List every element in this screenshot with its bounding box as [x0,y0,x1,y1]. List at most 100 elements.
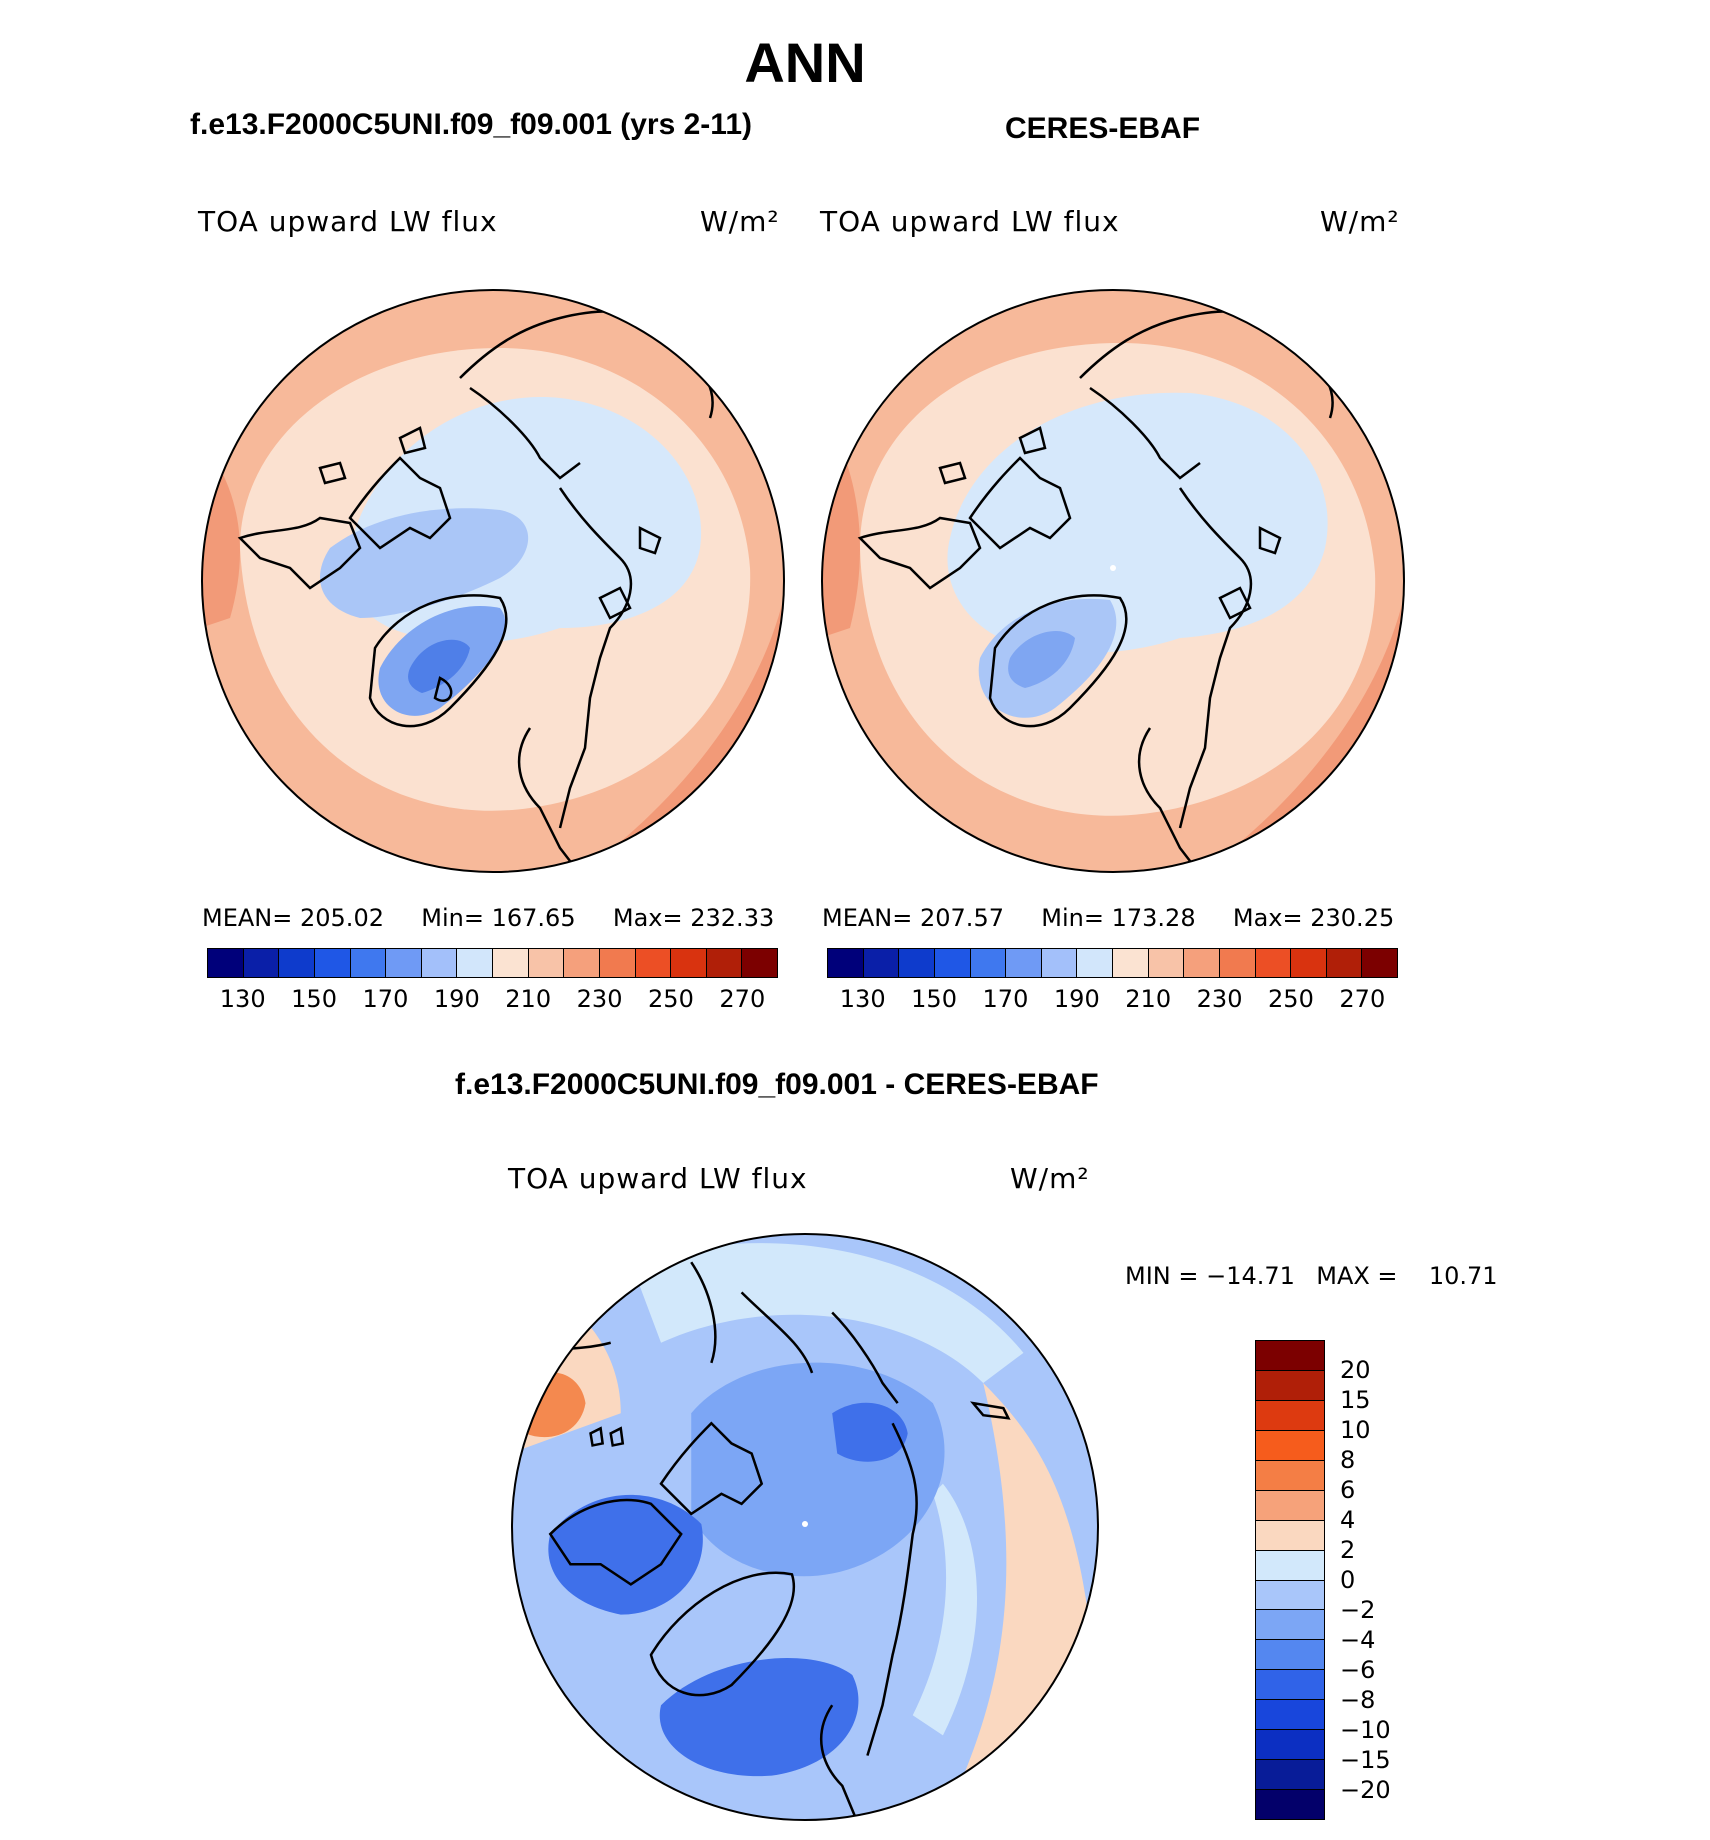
colorbar-tick-label: 270 [719,985,766,1013]
diff-deep-beaufort [832,1402,908,1462]
left-colorbar [207,948,778,978]
right-min-label: Min= [1041,904,1104,932]
right-case-title: CERES-EBAF [1005,112,1201,145]
pole-marker [801,1520,809,1527]
colorbar-swatch [350,949,387,977]
colorbar-swatch [1256,1580,1324,1611]
colorbar-tick-label: 150 [291,985,337,1013]
left-variable-label: TOA upward LW flux [198,205,498,238]
colorbar-swatch [457,949,493,977]
left-units-label: W/m² [700,205,780,238]
colorbar-tick-label: 190 [1053,985,1100,1013]
map-inner-deep [320,508,529,618]
coastlines [519,1261,1011,1820]
colorbar-tick-label: 15 [1340,1386,1371,1414]
colorbar-tick-label: 10 [1340,1416,1371,1444]
colorbar-tick-label: 2 [1340,1536,1356,1564]
map-inner-region [947,392,1328,653]
right-min-value: 173.28 [1111,904,1196,932]
left-mean-label: MEAN= [202,904,293,932]
colorbar-swatch [599,949,636,977]
colorbar-tick-label: 6 [1340,1476,1356,1504]
colorbar-swatch [970,949,1007,977]
map-deep-band-west [822,408,860,638]
colorbar-tick-label: −20 [1340,1776,1391,1804]
diff-colorbar-ticks: 20 15 10 8 6 4 2 0 −2 −4 −6 −8 −10 −15 −20 [1340,1340,1430,1820]
colorbar-swatch [899,949,935,977]
colorbar-swatch [1362,949,1397,977]
colorbar-swatch [314,949,351,977]
colorbar-swatch [243,949,280,977]
colorbar-swatch [1256,1490,1324,1521]
diff-colorbar [1255,1340,1325,1820]
colorbar-tick-label: 150 [911,985,957,1013]
right-max-value: 230.25 [1310,904,1395,932]
diff-polar-map [511,1233,1099,1821]
colorbar-swatch [1219,949,1256,977]
colorbar-tick-label: −15 [1340,1746,1391,1774]
colorbar-tick-label: 210 [505,985,552,1013]
left-colorbar-ticks: 130 150 170 190 210 230 250 270 [207,985,778,1015]
colorbar-tick-label: 210 [1125,985,1172,1013]
right-colorbar-ticks: 130 150 170 190 210 230 250 270 [827,985,1398,1015]
colorbar-tick-label: 250 [648,985,694,1013]
colorbar-swatch [1256,1520,1324,1551]
right-units-label: W/m² [1320,205,1400,238]
diff-stats: MIN = −14.71 MAX = 10.71 [1125,1262,1498,1290]
colorbar-swatch [386,949,422,977]
diff-light-east [912,1483,978,1736]
diff-min-value: −14.71 [1206,1262,1295,1290]
colorbar-tick-label: 130 [839,985,886,1013]
colorbar-swatch [828,949,864,977]
diff-units-label: W/m² [1010,1162,1090,1195]
diff-deep-atlantic [659,1658,859,1777]
colorbar-swatch [1256,1400,1324,1431]
right-stats: MEAN= 207.57 Min= 173.28 Max= 230.25 [822,904,1394,932]
colorbar-swatch [1255,949,1292,977]
colorbar-tick-label: 230 [1196,985,1243,1013]
left-max-label: Max= [612,904,683,932]
colorbar-swatch [208,949,244,977]
colorbar-swatch [635,949,672,977]
colorbar-tick-label: 190 [433,985,480,1013]
colorbar-swatch [863,949,900,977]
colorbar-swatch [1256,1341,1324,1371]
diff-max-label: MAX = [1316,1262,1398,1290]
colorbar-swatch [1256,1370,1324,1401]
colorbar-swatch [1256,1460,1324,1491]
diff-case-title: f.e13.F2000C5UNI.f09_f09.001 - CERES-EBA… [455,1068,1099,1101]
diff-light-band [630,1243,1024,1384]
colorbar-swatch [528,949,565,977]
colorbar-tick-label: 230 [576,985,623,1013]
colorbar-swatch [1256,1610,1324,1641]
colorbar-tick-label: 250 [1268,985,1314,1013]
colorbar-tick-label: 270 [1339,985,1386,1013]
diff-max-value: 10.71 [1428,1262,1498,1290]
left-max-value: 232.33 [690,904,775,932]
left-stats: MEAN= 205.02 Min= 167.65 Max= 232.33 [202,904,774,932]
colorbar-tick-label: −8 [1340,1686,1376,1714]
colorbar-swatch [421,949,458,977]
left-min-value: 167.65 [491,904,576,932]
colorbar-swatch [1256,1640,1324,1671]
right-variable-label: TOA upward LW flux [820,205,1120,238]
colorbar-swatch [671,949,707,977]
colorbar-swatch [279,949,315,977]
colorbar-swatch [493,949,529,977]
colorbar-swatch [1291,949,1327,977]
left-polar-map [201,289,785,873]
colorbar-swatch [1256,1550,1324,1581]
colorbar-swatch [1256,1790,1324,1819]
season-title: ANN [744,31,866,94]
colorbar-tick-label: 20 [1340,1356,1371,1384]
right-polar-map [821,289,1405,873]
colorbar-swatch [1256,1730,1324,1761]
coastlines [237,310,714,872]
colorbar-tick-label: 170 [982,985,1029,1013]
map-greenland-core [1008,630,1075,688]
map-greenland-core [408,639,470,693]
colorbar-tick-label: 8 [1340,1446,1356,1474]
colorbar-tick-label: −4 [1340,1626,1376,1654]
colorbar-tick-label: 0 [1340,1566,1356,1594]
diff-variable-label: TOA upward LW flux [508,1162,808,1195]
